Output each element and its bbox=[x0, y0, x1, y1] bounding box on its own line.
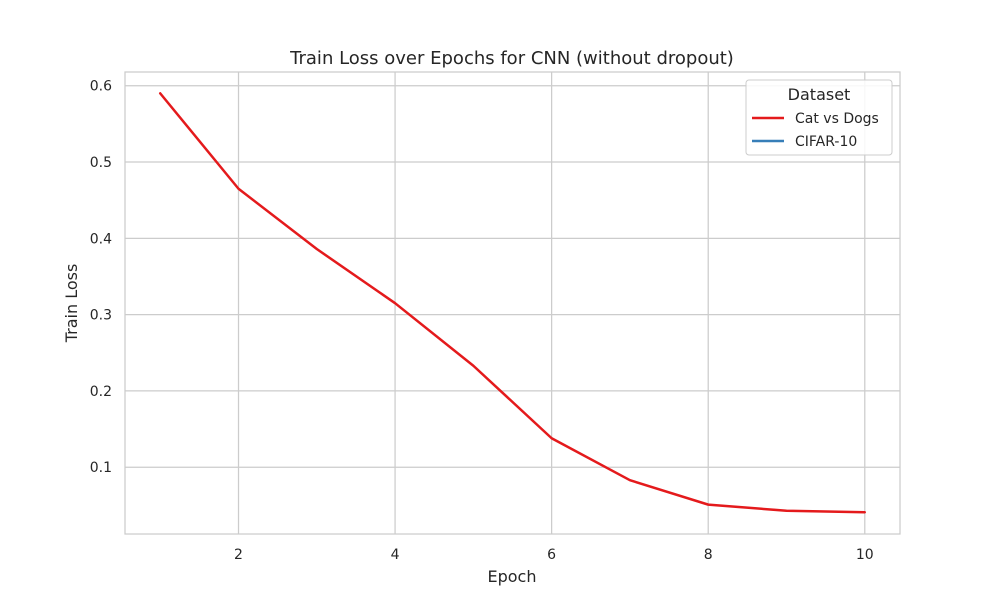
x-tick-label: 4 bbox=[391, 547, 400, 563]
series-line-cat-vs-dogs bbox=[160, 93, 865, 512]
x-tick-labels: 2 4 6 8 10 bbox=[234, 547, 874, 563]
x-tick-label: 8 bbox=[704, 547, 713, 563]
x-tick-label: 10 bbox=[856, 547, 874, 563]
y-tick-label: 0.4 bbox=[90, 231, 112, 247]
y-tick-label: 0.5 bbox=[90, 155, 112, 171]
x-axis-label: Epoch bbox=[488, 567, 537, 586]
y-tick-label: 0.3 bbox=[90, 308, 112, 324]
legend-label-cifar-10: CIFAR-10 bbox=[795, 134, 857, 150]
y-tick-label: 0.6 bbox=[90, 79, 112, 95]
legend-title: Dataset bbox=[788, 85, 851, 104]
legend-label-cat-vs-dogs: Cat vs Dogs bbox=[795, 111, 879, 127]
x-tick-label: 6 bbox=[547, 547, 556, 563]
legend: Dataset Cat vs Dogs CIFAR-10 bbox=[746, 80, 892, 155]
y-tick-label: 0.2 bbox=[90, 384, 112, 400]
series-layer bbox=[160, 93, 865, 512]
y-tick-label: 0.1 bbox=[90, 460, 112, 476]
chart-title: Train Loss over Epochs for CNN (without … bbox=[289, 48, 734, 69]
y-axis-label: Train Loss bbox=[62, 264, 81, 344]
x-tick-label: 2 bbox=[234, 547, 243, 563]
y-tick-labels: 0.1 0.2 0.3 0.4 0.5 0.6 bbox=[90, 79, 112, 477]
